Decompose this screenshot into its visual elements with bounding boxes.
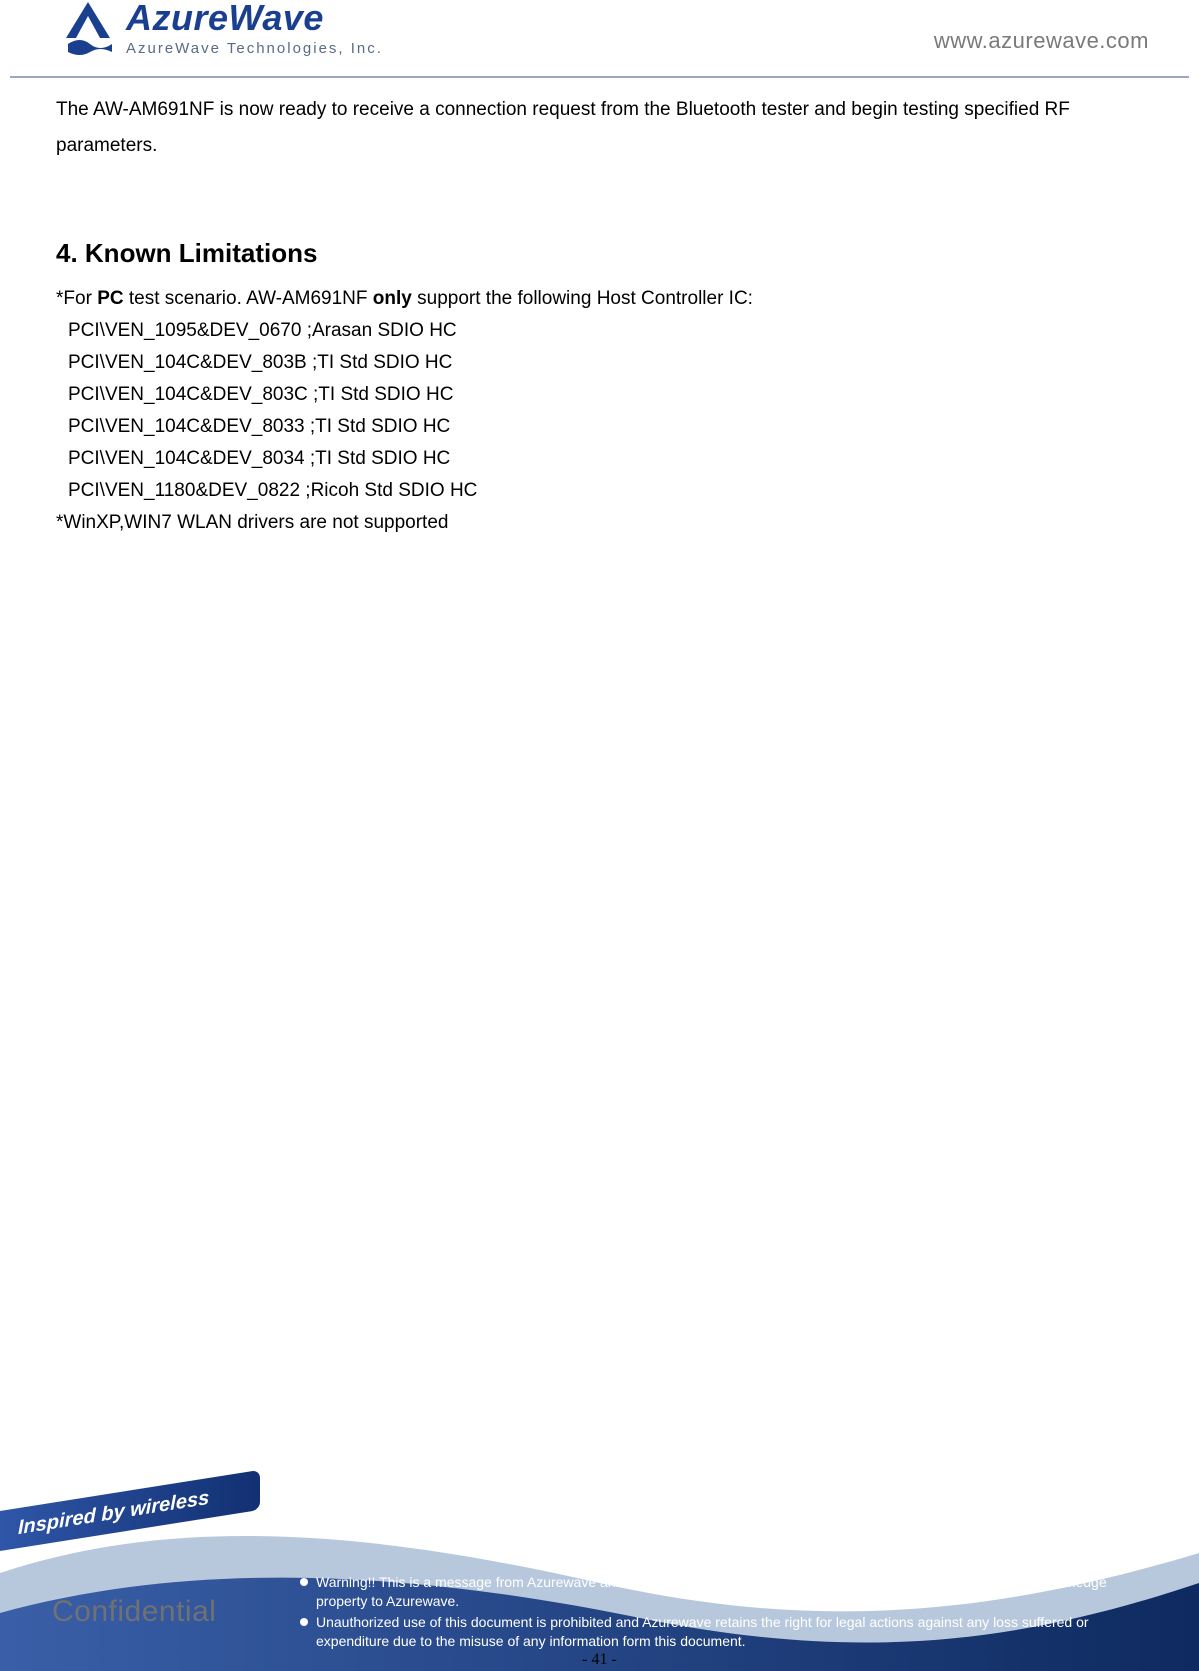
intro-paragraph: The AW-AM691NF is now ready to receive a… bbox=[56, 92, 1146, 164]
header-divider bbox=[10, 76, 1189, 78]
azurewave-logo-icon bbox=[60, 0, 116, 56]
page: AzureWave AzureWave Technologies, Inc. w… bbox=[0, 0, 1199, 1671]
brand-text-stack: AzureWave AzureWave Technologies, Inc. bbox=[126, 0, 383, 57]
text-fragment: support the following Host Controller IC… bbox=[412, 288, 753, 309]
hc-line: PCI\VEN_104C&DEV_8034 ;TI Std SDIO HC bbox=[56, 443, 1146, 475]
text-fragment: test scenario. AW-AM691NF bbox=[124, 288, 373, 309]
header-url: www.azurewave.com bbox=[934, 28, 1149, 54]
brand-subtitle: AzureWave Technologies, Inc. bbox=[126, 40, 383, 57]
warning-text: Warning!! This is a message from Azurewa… bbox=[316, 1573, 1160, 1611]
brand-logo-block: AzureWave AzureWave Technologies, Inc. bbox=[60, 0, 383, 57]
header: AzureWave AzureWave Technologies, Inc. w… bbox=[0, 0, 1199, 80]
hc-line: PCI\VEN_104C&DEV_803B ;TI Std SDIO HC bbox=[56, 347, 1146, 379]
section-title-known-limitations: 4. Known Limitations bbox=[56, 238, 1146, 269]
hc-line: PCI\VEN_1095&DEV_0670 ;Arasan SDIO HC bbox=[56, 315, 1146, 347]
hc-line: PCI\VEN_104C&DEV_8033 ;TI Std SDIO HC bbox=[56, 411, 1146, 443]
warning-text: Unauthorized use of this document is pro… bbox=[316, 1613, 1160, 1651]
hc-line: PCI\VEN_104C&DEV_803C ;TI Std SDIO HC bbox=[56, 379, 1146, 411]
footer: Inspired by wireless Confidential Warnin… bbox=[0, 1503, 1199, 1671]
warning-row: Unauthorized use of this document is pro… bbox=[300, 1613, 1160, 1651]
brand-wordmark: AzureWave bbox=[126, 0, 383, 36]
text-fragment: *For bbox=[56, 288, 97, 309]
bullet-icon bbox=[300, 1578, 308, 1586]
page-number: - 41 - bbox=[0, 1651, 1199, 1669]
limitation-intro-line: *For PC test scenario. AW-AM691NF only s… bbox=[56, 283, 1146, 315]
text-bold-pc: PC bbox=[97, 288, 123, 309]
limitation-last-line: *WinXP,WIN7 WLAN drivers are not support… bbox=[56, 507, 1146, 539]
text-bold-only: only bbox=[373, 288, 412, 309]
hc-line: PCI\VEN_1180&DEV_0822 ;Ricoh Std SDIO HC bbox=[56, 475, 1146, 507]
confidential-label: Confidential bbox=[52, 1595, 216, 1629]
warning-block: Warning!! This is a message from Azurewa… bbox=[300, 1573, 1160, 1653]
bullet-icon bbox=[300, 1618, 308, 1626]
content-area: The AW-AM691NF is now ready to receive a… bbox=[56, 92, 1146, 538]
warning-row: Warning!! This is a message from Azurewa… bbox=[300, 1573, 1160, 1611]
